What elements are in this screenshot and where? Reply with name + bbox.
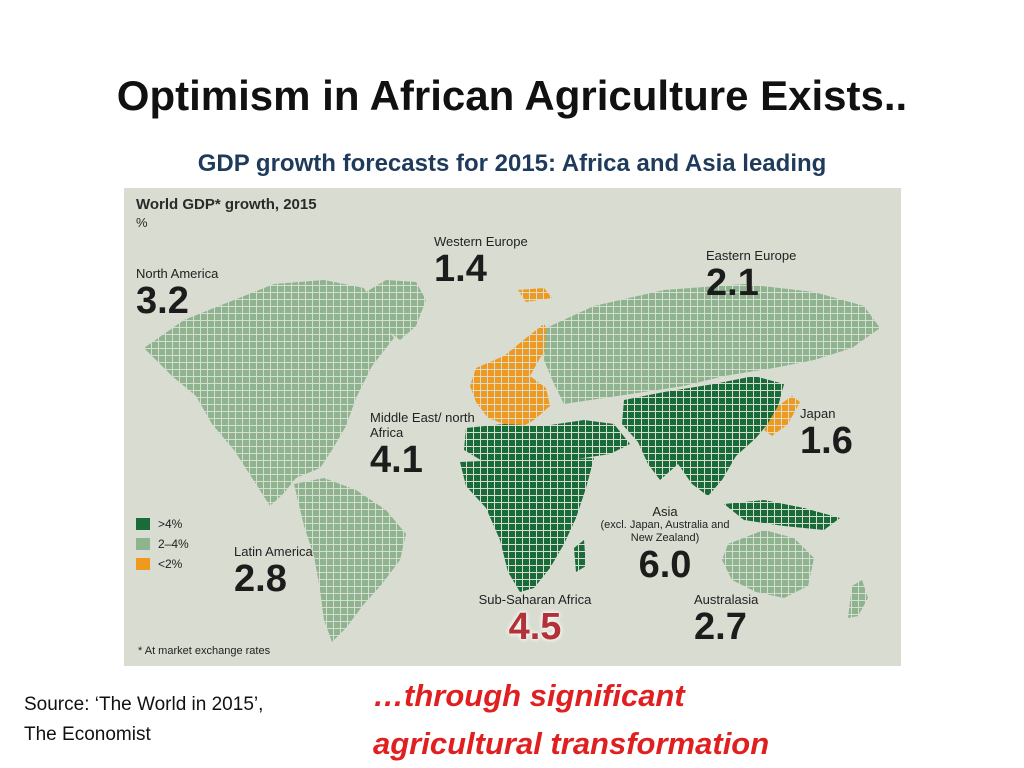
region-shape-north-america: [144, 280, 394, 506]
tagline-line2: agricultural transformation: [373, 726, 770, 761]
region-north-america: North America 3.2: [136, 266, 218, 321]
region-name: Western Europe: [434, 234, 528, 249]
region-latin-america: Latin America 2.8: [234, 544, 313, 599]
map-unit: %: [136, 215, 148, 230]
world-gdp-map: World GDP* growth, 2015 % North America …: [124, 188, 901, 666]
region-value: 2.1: [706, 262, 759, 304]
slide-subtitle: GDP growth forecasts for 2015: Africa an…: [197, 150, 827, 177]
region-japan: Japan 1.6: [800, 406, 853, 461]
region-shape-madagascar: [574, 540, 586, 572]
tagline-line1: …through significant: [373, 678, 685, 713]
region-value: 4.1: [370, 439, 423, 481]
region-shape-japan: [764, 396, 800, 436]
legend-item: 2–4%: [136, 534, 189, 554]
slide-title: Optimism in African Agriculture Exists..: [116, 72, 908, 119]
region-shape-western-europe: [470, 324, 554, 428]
region-name: Sub-Saharan Africa: [478, 592, 592, 607]
region-value: 1.6: [800, 420, 853, 462]
region-value: 3.2: [136, 280, 189, 322]
region-note: (excl. Japan, Australia and New Zealand): [600, 519, 730, 544]
map-legend: >4% 2–4% <2%: [136, 514, 189, 574]
region-shape-australia: [722, 530, 814, 598]
legend-swatch: [136, 558, 150, 570]
region-shape-iceland: [518, 288, 552, 302]
map-title: World GDP* growth, 2015 %: [136, 196, 317, 232]
region-australasia: Australasia 2.7: [694, 592, 758, 647]
region-middle-east-north-africa: Middle East/ north Africa 4.1: [370, 410, 480, 480]
region-name: Australasia: [694, 592, 759, 607]
tagline: …through significant agricultural transf…: [373, 672, 843, 768]
region-name: North America: [136, 266, 219, 281]
region-value: 2.8: [234, 558, 287, 600]
map-title-text: World GDP* growth, 2015: [136, 196, 317, 213]
region-shape-greenland: [366, 280, 426, 340]
region-western-europe: Western Europe 1.4: [434, 234, 528, 289]
region-shape-middle-east-north-africa: [464, 420, 630, 462]
legend-label: >4%: [158, 517, 183, 531]
region-shape-asia: [622, 376, 784, 496]
region-value: 2.7: [694, 606, 747, 648]
region-name: Latin America: [234, 544, 313, 559]
region-eastern-europe: Eastern Europe 2.1: [706, 248, 796, 303]
region-sub-saharan-africa: Sub-Saharan Africa 4.5: [460, 592, 610, 647]
legend-label: 2–4%: [158, 537, 189, 551]
region-shape-new-zealand: [848, 580, 868, 618]
region-asia: Asia (excl. Japan, Australia and New Zea…: [590, 504, 740, 585]
region-value-highlighted: 4.5: [508, 606, 562, 648]
region-name: Eastern Europe: [706, 248, 797, 263]
region-name: Middle East/ north Africa: [370, 410, 475, 440]
legend-item: >4%: [136, 514, 189, 534]
region-value: 1.4: [434, 248, 487, 290]
legend-swatch: [136, 518, 150, 530]
map-footnote: * At market exchange rates: [138, 645, 271, 657]
legend-item: <2%: [136, 554, 189, 574]
region-value: 6.0: [638, 544, 692, 586]
legend-swatch: [136, 538, 150, 550]
region-name: Japan: [800, 406, 836, 421]
source-citation: Source: ‘The World in 2015’, The Economi…: [24, 694, 264, 745]
region-shape-eastern-europe: [544, 284, 880, 404]
region-name: Asia: [652, 504, 678, 519]
legend-label: <2%: [158, 557, 183, 571]
region-shape-southeast-asia-islands: [724, 500, 840, 530]
region-shape-latin-america: [294, 478, 406, 642]
world-map-graphic: [144, 280, 880, 642]
region-shape-sub-saharan-africa: [460, 458, 594, 592]
